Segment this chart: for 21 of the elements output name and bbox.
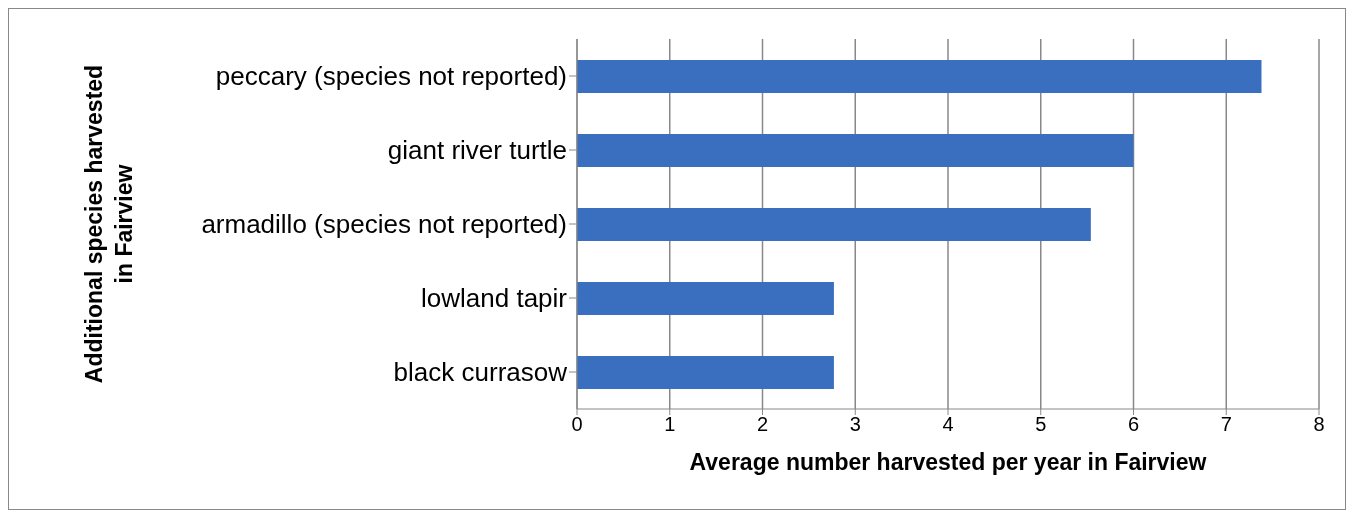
x-tick-label: 8 bbox=[1313, 413, 1325, 436]
bar bbox=[577, 208, 1091, 241]
bar bbox=[577, 356, 834, 389]
y-tick-label: peccary (species not reported) bbox=[215, 61, 567, 92]
y-tick-label: armadillo (species not reported) bbox=[201, 209, 567, 240]
bar bbox=[577, 134, 1134, 167]
bar bbox=[577, 282, 834, 315]
x-tick-label: 4 bbox=[942, 413, 954, 436]
x-tick-label: 5 bbox=[1035, 413, 1047, 436]
x-tick-label: 2 bbox=[756, 413, 769, 436]
y-tick-label: giant river turtle bbox=[387, 135, 567, 166]
y-axis-title: Additional species harvested in Fairview bbox=[81, 64, 137, 384]
x-tick-label: 7 bbox=[1220, 413, 1232, 436]
y-tick-label: lowland tapir bbox=[421, 283, 568, 314]
x-tick-label: 3 bbox=[849, 413, 861, 436]
bar bbox=[577, 60, 1262, 93]
x-tick-label: 0 bbox=[571, 413, 583, 436]
y-tick-label: black currasow bbox=[393, 357, 568, 388]
x-tick-label: 6 bbox=[1127, 413, 1140, 436]
x-axis-title: Average number harvested per year in Fairview bbox=[688, 449, 1208, 476]
x-tick-label: 1 bbox=[664, 413, 676, 436]
